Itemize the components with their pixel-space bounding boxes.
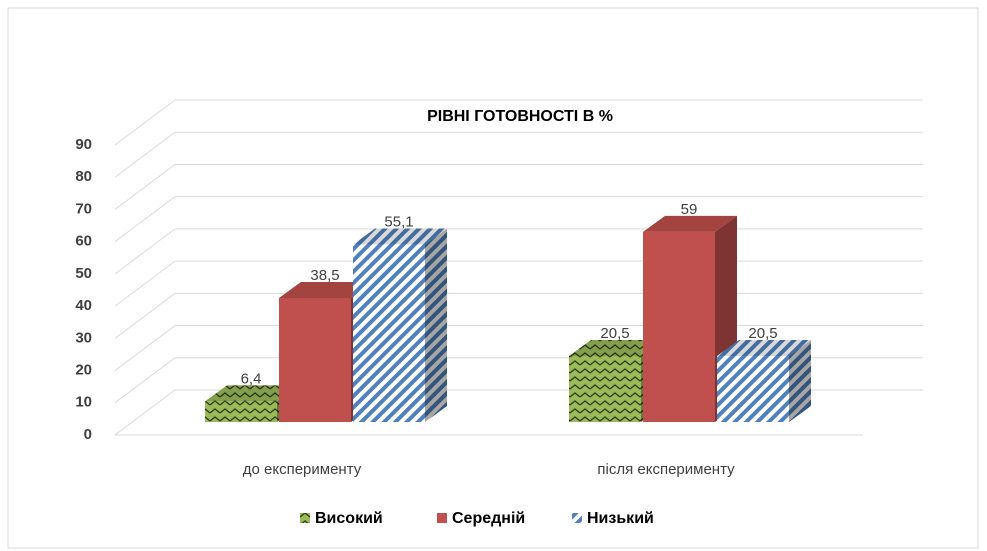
chart-frame bbox=[7, 7, 979, 549]
y-tick-label: 50 bbox=[75, 265, 92, 282]
bar-top-shade bbox=[569, 339, 663, 356]
value-label: 6,4 bbox=[241, 370, 262, 387]
bar bbox=[205, 401, 277, 422]
y-tick-label: 40 bbox=[75, 297, 92, 314]
bar-top-shade bbox=[353, 228, 447, 245]
bar-top bbox=[643, 215, 737, 232]
legend-swatch bbox=[300, 513, 310, 523]
bar-top bbox=[717, 339, 811, 356]
grid-line-side bbox=[114, 228, 176, 275]
bar-top-shade bbox=[205, 385, 299, 402]
y-tick-label: 90 bbox=[75, 136, 92, 153]
y-tick-label: 70 bbox=[75, 200, 92, 217]
bar-top bbox=[569, 339, 663, 356]
value-label: 55,1 bbox=[384, 213, 413, 230]
legend-swatch bbox=[437, 513, 447, 523]
bar-top-shade bbox=[279, 281, 373, 298]
legend-label: Високий bbox=[315, 510, 383, 527]
x-tick-label: до експерименту bbox=[243, 461, 362, 478]
grid-line-side bbox=[114, 357, 176, 404]
bar-top bbox=[279, 281, 373, 298]
y-tick-label: 60 bbox=[75, 233, 92, 250]
grid-line-side bbox=[114, 131, 176, 178]
legend-swatch bbox=[572, 513, 582, 523]
bar bbox=[569, 355, 641, 422]
bar-side bbox=[425, 228, 447, 422]
bar bbox=[353, 244, 425, 422]
grid-line-side bbox=[114, 99, 176, 146]
value-label: 20,5 bbox=[748, 325, 777, 342]
bar bbox=[643, 231, 715, 422]
grid-line-side bbox=[114, 325, 176, 371]
value-label: 59 bbox=[681, 201, 698, 218]
grid-line-side bbox=[114, 196, 176, 243]
bar-side bbox=[789, 339, 811, 422]
y-tick-label: 10 bbox=[75, 394, 92, 411]
chart-title: РІВНІ ГОТОВНОСТІ В % bbox=[427, 108, 613, 125]
bar bbox=[717, 355, 789, 422]
value-label: 38,5 bbox=[310, 267, 339, 284]
value-label: 20,5 bbox=[600, 325, 629, 342]
bar-top-shade bbox=[643, 215, 737, 232]
bar-side-shade bbox=[789, 339, 811, 422]
y-tick-label: 20 bbox=[75, 362, 92, 379]
legend-label: Середній bbox=[452, 510, 525, 527]
bar-top bbox=[353, 228, 447, 245]
grid-line-side bbox=[114, 164, 176, 210]
grid-line-side bbox=[114, 389, 176, 436]
bar-top-shade bbox=[717, 339, 811, 356]
bar-side-shade bbox=[425, 228, 447, 422]
grid-line-side bbox=[114, 260, 176, 307]
x-tick-label: після експерименту bbox=[597, 461, 735, 478]
legend-label: Низький bbox=[587, 510, 654, 527]
bar bbox=[279, 297, 351, 422]
y-tick-label: 0 bbox=[84, 426, 92, 443]
y-tick-label: 30 bbox=[75, 329, 92, 346]
bar-top bbox=[205, 385, 299, 402]
y-tick-label: 80 bbox=[75, 168, 92, 185]
grid-line-side bbox=[114, 292, 176, 339]
